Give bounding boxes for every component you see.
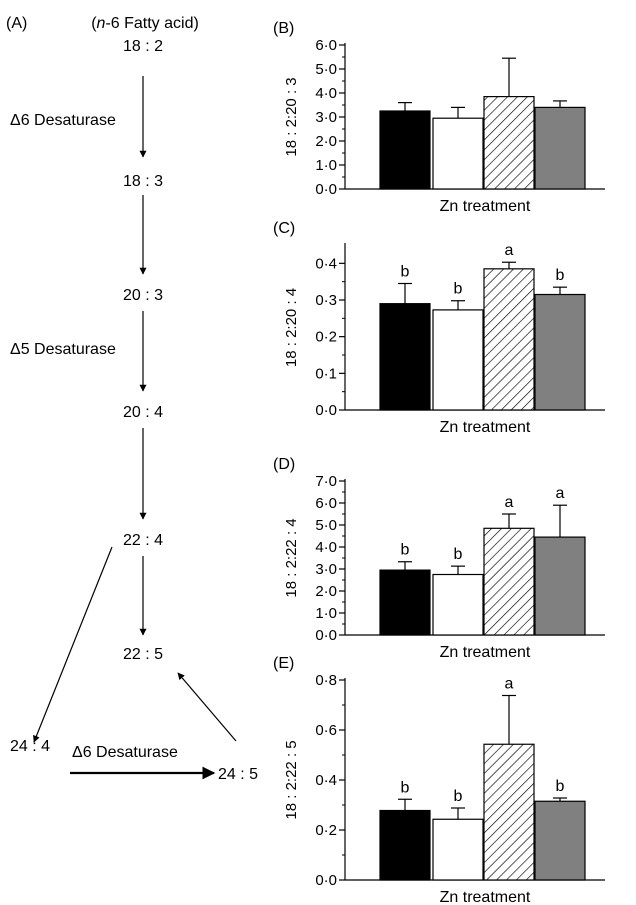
y-tick-label: 2·0 — [315, 133, 337, 150]
bar-hatched — [483, 527, 535, 636]
bar-black — [379, 303, 431, 411]
y-tick-label: 0·1 — [315, 365, 337, 382]
panel-label-e: (E) — [273, 655, 294, 672]
x-axis-label: Zn treatment — [440, 889, 531, 905]
chart-panel-b: (B) 0·0 1·0 2·0 3·0 4·0 5·0 6·0 18 : 2:20 : 3 Zn … — [273, 20, 605, 215]
bar-hatched — [483, 743, 535, 881]
y-axis-label: 18 : 2:20 : 3 — [283, 77, 300, 156]
significance-letter: b — [454, 788, 463, 805]
significance-letter: a — [505, 494, 514, 511]
bar-white — [432, 309, 484, 411]
significance-letter: b — [401, 779, 410, 796]
x-axis-label: Zn treatment — [440, 419, 531, 436]
panel-label-b: (B) — [273, 20, 294, 37]
node-18-3: 18 : 3 — [123, 173, 163, 190]
y-tick-label: 2·0 — [315, 583, 337, 600]
y-axis-label: 18 : 2:20 : 4 — [283, 288, 300, 367]
y-tick-label: 3·0 — [315, 109, 337, 126]
pathway-panel: (A) (n-6 Fatty acid) 18 : 2 18 : 3 20 : … — [6, 15, 258, 783]
x-axis-label: Zn treatment — [440, 198, 531, 215]
y-tick-label: 0·6 — [315, 722, 337, 739]
y-tick-label: 4·0 — [315, 539, 337, 556]
bar-white — [432, 818, 484, 881]
y-axis-label: 18 : 2:22 : 4 — [283, 518, 300, 597]
enzyme-label-d6-upper: Δ6 Desaturase — [10, 112, 116, 129]
significance-letter: a — [505, 242, 514, 259]
y-tick-label: 1·0 — [315, 157, 337, 174]
node-24-5: 24 : 5 — [218, 766, 258, 783]
y-tick-label: 0·0 — [315, 627, 337, 644]
pathway-header: (n-6 Fatty acid) — [91, 15, 199, 32]
y-tick-label: 5·0 — [315, 517, 337, 534]
bar-gray — [534, 800, 586, 881]
arrow-24-5-to-22-5 — [177, 672, 237, 742]
bar-gray — [534, 293, 586, 411]
y-tick-label: 0·4 — [315, 255, 337, 272]
chart-panel-c: (C) 0·0 0·1 0·2 0·3 0·4 18 : 2:20 : 4 Zn treatm… — [273, 220, 605, 436]
chart-panel-d: (D) 0·0 1·0 2·0 3·0 4·0 5·0 6·0 7·0 18 : 2:22 : 4… — [273, 456, 605, 661]
y-tick-label: 5·0 — [315, 61, 337, 78]
bar-black — [379, 569, 431, 636]
bar-gray — [534, 106, 586, 190]
bar-hatched — [483, 268, 535, 411]
enzyme-label-d5: Δ5 Desaturase — [10, 341, 116, 358]
significance-letter: b — [454, 281, 463, 298]
bar-black — [379, 809, 431, 881]
node-20-4: 20 : 4 — [123, 404, 163, 421]
bar-white — [432, 117, 484, 190]
y-tick-label: 4·0 — [315, 85, 337, 102]
node-24-4: 24 : 4 — [10, 738, 50, 755]
significance-letter: b — [556, 778, 565, 795]
node-20-3: 20 : 3 — [123, 287, 163, 304]
y-tick-label: 7·0 — [315, 473, 337, 490]
y-tick-label: 0·0 — [315, 181, 337, 198]
bar-hatched — [483, 95, 535, 190]
significance-letter: a — [556, 485, 565, 502]
significance-letter: a — [505, 676, 514, 693]
bar-black — [379, 110, 431, 190]
y-tick-label: 0·0 — [315, 872, 337, 889]
node-22-4: 22 : 4 — [123, 532, 163, 549]
y-tick-label: 6·0 — [315, 37, 337, 54]
y-tick-label: 0·4 — [315, 772, 337, 789]
bar-gray — [534, 536, 586, 636]
significance-letter: b — [401, 264, 410, 281]
panel-label-c: (C) — [273, 220, 295, 237]
enzyme-label-d6-lower: Δ6 Desaturase — [72, 744, 178, 761]
chart-panel-e: (E) 0·0 0·2 0·4 0·6 0·8 18 : 2:22 : 5 Zn treatm… — [273, 655, 605, 905]
y-tick-label: 0·3 — [315, 292, 337, 309]
arrow-22-4-to-24-4 — [33, 546, 113, 743]
significance-letter: b — [454, 546, 463, 563]
panel-label-a: (A) — [6, 15, 27, 32]
y-axis-label: 18 : 2:22 : 5 — [283, 740, 300, 819]
significance-letter: b — [556, 267, 565, 284]
bar-white — [432, 573, 484, 636]
significance-letter: b — [401, 542, 410, 559]
panel-label-d: (D) — [273, 456, 295, 473]
y-tick-label: 3·0 — [315, 561, 337, 578]
y-tick-label: 0·0 — [315, 402, 337, 419]
y-tick-label: 6·0 — [315, 495, 337, 512]
node-18-2: 18 : 2 — [123, 38, 163, 55]
node-22-5: 22 : 5 — [123, 646, 163, 663]
y-tick-label: 0·2 — [315, 822, 337, 839]
y-tick-label: 0·2 — [315, 329, 337, 346]
y-tick-label: 0·8 — [315, 672, 337, 689]
x-axis-label: Zn treatment — [440, 644, 531, 661]
y-tick-label: 1·0 — [315, 605, 337, 622]
